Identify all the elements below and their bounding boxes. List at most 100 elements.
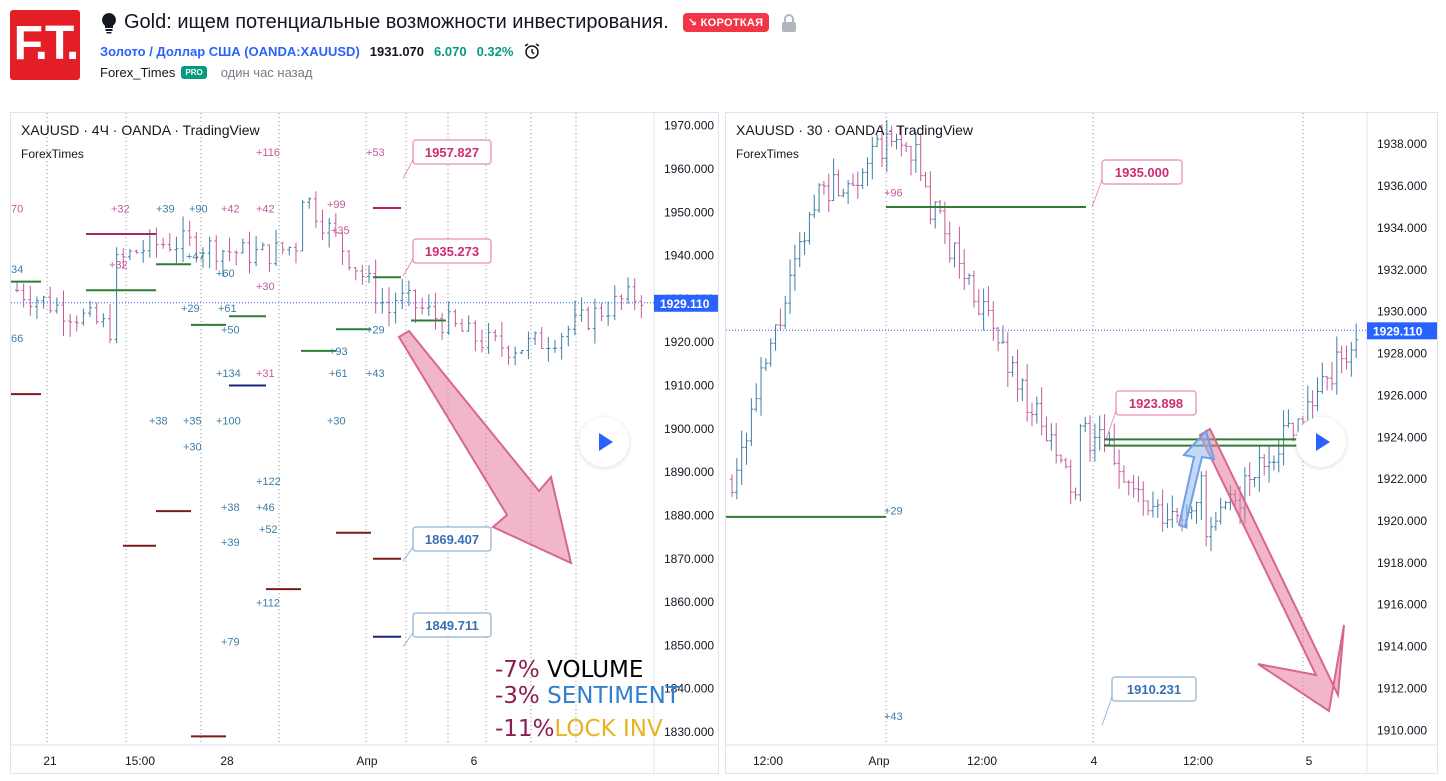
price-callout-label: 1957.827: [425, 145, 479, 160]
price-tick-label: 1920.000: [1377, 514, 1427, 528]
callout-pointer: [1105, 410, 1117, 440]
volume-annotation: 34: [11, 264, 23, 276]
price-tick-label: 1840.000: [664, 682, 714, 696]
forecast-arrow: [397, 329, 573, 565]
time-tick-label: 4: [1091, 754, 1098, 768]
chart-publisher-label: ForexTimes: [21, 147, 84, 161]
price-callout-label: 1935.000: [1115, 165, 1169, 180]
volume-annotation: +29: [181, 303, 200, 315]
price-tick-label: 1926.000: [1377, 388, 1427, 402]
volume-label: VOLUME: [547, 657, 644, 683]
volume-annotation: +122: [256, 476, 281, 488]
pro-badge: PRO: [181, 66, 207, 79]
volume-annotation: +79: [221, 636, 240, 648]
volume-annotation: +42: [221, 203, 240, 215]
play-button[interactable]: [1296, 417, 1346, 467]
price-tick-label: 1920.000: [664, 335, 714, 349]
lock-icon: [782, 13, 797, 32]
chart-30m-canvas[interactable]: +29 +96 +43 1938.000 1936.000 1934.000 1932.00…: [726, 113, 1438, 774]
volume-pct: -7%: [495, 657, 540, 683]
price-tick-label: 1938.000: [1377, 137, 1427, 151]
price-tick-label: 1930.000: [1377, 305, 1427, 319]
volume-annotation: +35: [331, 225, 350, 237]
symbol-row: Золото / Доллар США (OANDA:XAUUSD) 1931.…: [100, 42, 541, 60]
chart-symbol-label: XAUUSD · 4Ч · OANDA · TradingView: [21, 122, 260, 138]
volume-annotation: +46: [256, 502, 275, 514]
price-tick-label: 1922.000: [1377, 472, 1427, 486]
volume-annotation: +42: [256, 203, 275, 215]
price-tick-label: 1900.000: [664, 422, 714, 436]
price-tick-label: 1860.000: [664, 595, 714, 609]
volume-annotation: +99: [327, 199, 346, 211]
volume-annotation: +38: [221, 502, 240, 514]
callout-pointer: [1101, 696, 1113, 726]
price-tick-label: 1918.000: [1377, 556, 1427, 570]
price-tick-label: 1936.000: [1377, 179, 1427, 193]
alarm-clock-icon[interactable]: [523, 42, 541, 60]
chart-publisher-label: ForexTimes: [736, 147, 799, 161]
chart-4h-canvas[interactable]: 70 34 66 +32 +39 +90 +42 +42 +99 +35 +47 +32 +60 +30 +…: [11, 113, 719, 774]
price-tick-label: 1932.000: [1377, 263, 1427, 277]
price-tick-label: 1928.000: [1377, 347, 1427, 361]
volume-annotation: +96: [884, 188, 903, 200]
callout-pointer: [402, 546, 414, 562]
volume-annotation: +47: [186, 251, 205, 263]
price-tick-label: 1912.000: [1377, 681, 1427, 695]
price-tick-label: 1870.000: [664, 552, 714, 566]
forecast-arrow: [1177, 429, 1216, 529]
volume-annotation: +39: [221, 537, 240, 549]
price-callout-box: [412, 612, 492, 638]
volume-annotation: +30: [256, 281, 275, 293]
price-tick-label: 1940.000: [664, 249, 714, 263]
volume-annotation: +60: [216, 268, 235, 280]
last-price: 1931.070: [369, 43, 425, 59]
volume-annotation: +31: [256, 368, 275, 380]
price-change-percent: 0.32%: [476, 43, 514, 59]
volume-annotation: +100: [216, 416, 241, 428]
idea-title: Gold: ищем потенциальные возможности инв…: [124, 11, 669, 33]
volume-annotation: +32: [111, 203, 130, 215]
volume-annotation: +53: [366, 147, 385, 159]
time-tick-label: 28: [220, 754, 234, 768]
volume-annotation: +61: [218, 303, 237, 315]
volume-annotation: +29: [366, 325, 385, 337]
callout-pointer: [402, 258, 414, 277]
symbol-link[interactable]: Золото / Доллар США (OANDA:XAUUSD): [100, 43, 360, 59]
chart-4h[interactable]: 70 34 66 +32 +39 +90 +42 +42 +99 +35 +47 +32 +60 +30 +…: [10, 112, 719, 774]
sentiment-pct: -3%: [495, 683, 540, 709]
price-callout-box: [412, 139, 492, 165]
price-tick-label: 1916.000: [1377, 598, 1427, 612]
volume-annotation: +52: [259, 524, 278, 536]
time-tick-label: 12:00: [967, 754, 997, 768]
price-tick-label: 1934.000: [1377, 221, 1427, 235]
price-tick-label: 1830.000: [664, 725, 714, 739]
time-tick-label: 15:00: [125, 754, 155, 768]
time-tick-label: 5: [1306, 754, 1313, 768]
price-tick-label: 1850.000: [664, 638, 714, 652]
author-name[interactable]: Forex_Times: [100, 65, 176, 80]
price-callout-box: [1111, 676, 1197, 702]
lightbulb-icon: [102, 12, 116, 33]
volume-annotation: +61: [329, 368, 348, 380]
price-callout-label: 1910.231: [1127, 682, 1181, 697]
volume-stat: -7% VOLUME: [495, 657, 643, 683]
price-change: 6.070: [434, 43, 467, 59]
volume-annotation: +90: [189, 203, 208, 215]
chart-30m[interactable]: +29 +96 +43 1938.000 1936.000 1934.000 1932.00…: [725, 112, 1438, 774]
short-direction-badge: ↘ КОРОТКАЯ: [682, 13, 770, 32]
price-tick-label: 1880.000: [664, 508, 714, 522]
sentiment-label: SENTIMENT: [547, 683, 680, 709]
price-callout-label: 1935.273: [425, 244, 479, 259]
price-callout-label: 1849.711: [425, 618, 479, 633]
price-tick-label: 1910.000: [664, 379, 714, 393]
volume-annotation: +38: [149, 416, 168, 428]
play-button[interactable]: [579, 417, 629, 467]
volume-annotation: +43: [366, 368, 385, 380]
time-tick-label: Апр: [868, 754, 890, 768]
chart-symbol-label: XAUUSD · 30 · OANDA · TradingView: [736, 122, 974, 138]
forex-times-logo: F.T.: [10, 10, 80, 80]
volume-annotation: +39: [156, 203, 175, 215]
sentiment-stat: -3% SENTIMENT: [495, 683, 680, 709]
callout-pointer: [402, 159, 414, 179]
price-tick-label: 1890.000: [664, 465, 714, 479]
